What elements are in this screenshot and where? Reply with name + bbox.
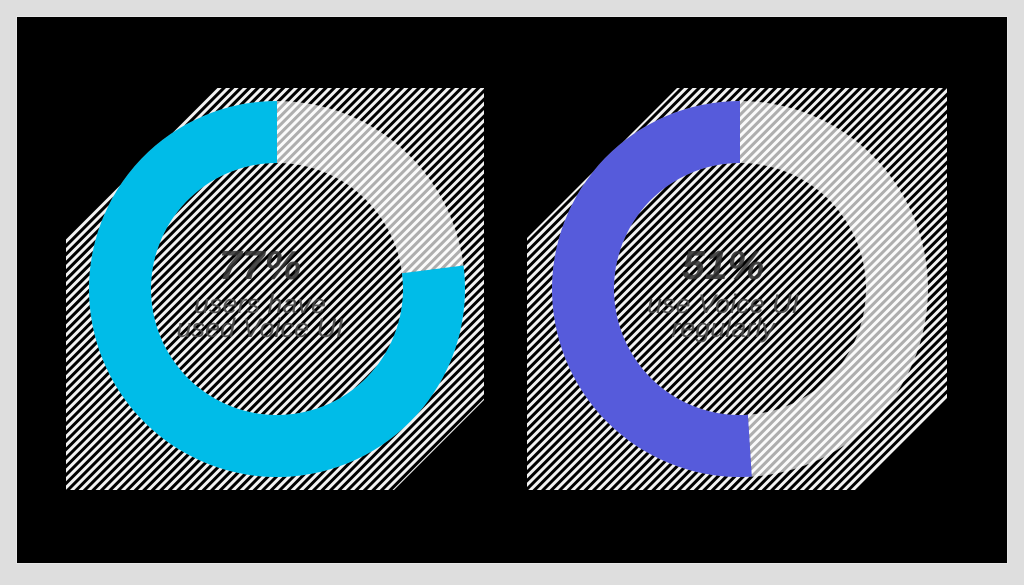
svg-text:used Voice UI: used Voice UI [176, 313, 344, 343]
svg-text:regularly: regularly [671, 313, 776, 343]
svg-text:77%: 77% [219, 242, 301, 288]
svg-text:51%: 51% [682, 242, 764, 288]
